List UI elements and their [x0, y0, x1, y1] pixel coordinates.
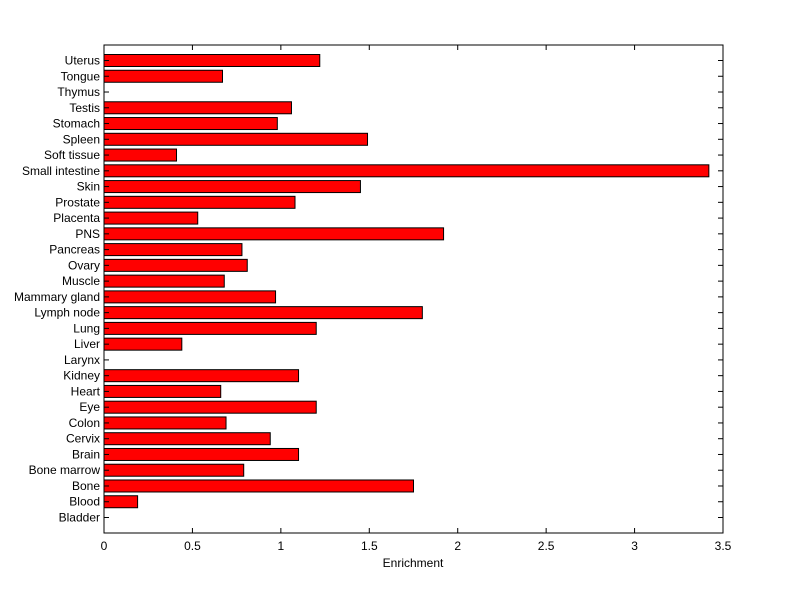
bar-spleen [103, 132, 369, 146]
category-label: PNS [75, 227, 100, 241]
category-label: Uterus [65, 54, 100, 68]
bar-pancreas [103, 243, 243, 257]
x-tick-label: 3 [631, 539, 638, 553]
category-label: Mammary gland [14, 290, 100, 304]
category-label: Small intestine [22, 164, 100, 178]
category-label: Ovary [68, 258, 100, 272]
category-label: Stomach [53, 117, 100, 131]
bar-liver [103, 337, 183, 351]
category-label: Cervix [66, 432, 100, 446]
bar-pns [103, 227, 445, 241]
bar-blood [103, 495, 139, 509]
x-tick-label: 2.5 [538, 539, 555, 553]
category-label: Placenta [53, 211, 100, 225]
bar-heart [103, 384, 222, 398]
bar-soft-tissue [103, 148, 178, 162]
category-label: Bladder [59, 511, 100, 525]
category-label: Colon [69, 416, 100, 430]
bar-colon [103, 416, 227, 430]
bar-small-intestine [103, 164, 710, 178]
bar-uterus [103, 54, 321, 67]
category-label: Blood [69, 495, 100, 509]
category-label: Spleen [63, 132, 100, 146]
category-label: Bone [72, 479, 100, 493]
plot-frame [103, 44, 724, 534]
bar-bone [103, 479, 414, 493]
bar-eye [103, 400, 317, 414]
category-label: Prostate [55, 195, 100, 209]
category-label: Tongue [61, 69, 101, 83]
x-axis-label: Enrichment [383, 556, 444, 570]
category-label: Muscle [62, 274, 100, 288]
x-tick-label: 1 [278, 539, 285, 553]
bar-ovary [103, 258, 248, 272]
bar-skin [103, 180, 361, 194]
bar-kidney [103, 369, 300, 383]
category-label: Larynx [64, 353, 100, 367]
x-tick-label: 3.5 [715, 539, 732, 553]
x-tick-label: 2 [454, 539, 461, 553]
category-label: Heart [71, 384, 101, 398]
category-label: Lymph node [34, 306, 100, 320]
category-label: Thymus [57, 85, 100, 99]
x-tick-label: 0 [101, 539, 108, 553]
bar-tongue [103, 69, 223, 83]
category-label: Soft tissue [44, 148, 100, 162]
ticks-layer [103, 45, 724, 533]
category-label: Brain [72, 447, 100, 461]
category-label: Eye [79, 400, 100, 414]
category-label: Skin [77, 180, 100, 194]
category-label: Bone marrow [29, 463, 101, 477]
bar-testis [103, 101, 292, 115]
x-tick-label: 0.5 [184, 539, 201, 553]
bar-placenta [103, 211, 199, 225]
bar-lung [103, 321, 317, 335]
bar-muscle [103, 274, 225, 288]
category-label: Kidney [63, 369, 100, 383]
bar-mammary-gland [103, 290, 277, 304]
x-tick-label: 1.5 [361, 539, 378, 553]
bar-stomach [103, 117, 278, 131]
category-label: Liver [74, 337, 100, 351]
category-label: Testis [69, 101, 100, 115]
bar-bone-marrow [103, 463, 245, 477]
category-label: Pancreas [49, 243, 100, 257]
bar-brain [103, 447, 300, 461]
bar-lymph-node [103, 306, 423, 320]
bar-prostate [103, 195, 296, 209]
bar-cervix [103, 432, 271, 446]
category-label: Lung [73, 321, 100, 335]
x-tick-labels: 0 0.5 1 1.5 2 2.5 3 3.5 [101, 539, 732, 553]
